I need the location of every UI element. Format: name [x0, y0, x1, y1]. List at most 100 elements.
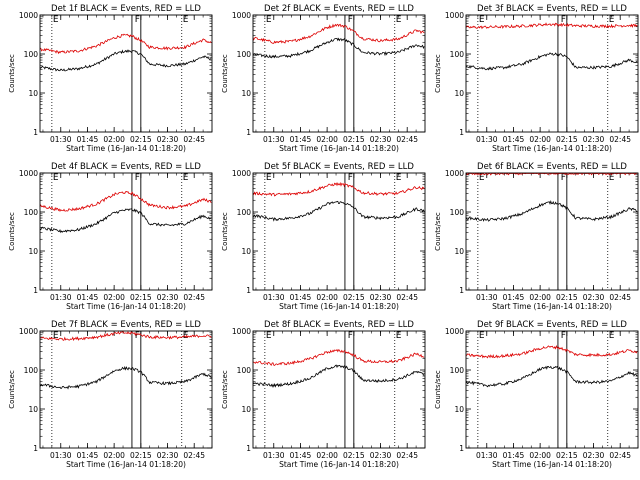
x-tick-label: 02:15 — [556, 135, 578, 144]
x-tick-label: 02:15 — [130, 451, 152, 460]
x-tick-label: 02:30 — [583, 451, 605, 460]
marker-label-F: F — [348, 173, 353, 183]
chart-title: Det 2f BLACK = Events, RED = LLD — [264, 4, 414, 14]
x-tick-label: 02:15 — [130, 135, 152, 144]
x-axis-label: Start Time (16-Jan-14 01:18:20) — [279, 144, 399, 153]
y-tick-label: 1 — [246, 286, 251, 295]
y-tick-label: 1 — [33, 128, 38, 137]
y-tick-label: 100 — [237, 50, 252, 59]
marker-label-E: E — [479, 15, 485, 25]
chart-panel-4: Det 4f BLACK = Events, RED = LLD Counts/s… — [8, 162, 213, 311]
chart-panel-2: Det 2f BLACK = Events, RED = LLD Counts/s… — [221, 4, 426, 153]
x-tick-label: 02:30 — [157, 135, 179, 144]
x-axis-label: Start Time (16-Jan-14 01:18:20) — [66, 144, 186, 153]
x-tick-label: 02:45 — [396, 135, 418, 144]
x-tick-label: 02:30 — [157, 451, 179, 460]
x-tick-label: 01:30 — [476, 293, 498, 302]
x-tick-label: 02:45 — [609, 135, 631, 144]
x-tick-label: 01:30 — [263, 293, 285, 302]
x-tick-label: 01:30 — [50, 135, 72, 144]
x-tick-label: 01:45 — [290, 293, 312, 302]
marker-label-E: E — [183, 15, 189, 25]
marker-label-F: F — [135, 173, 140, 183]
x-tick-label: 02:45 — [609, 293, 631, 302]
marker-label-F: F — [348, 331, 353, 341]
plot-frame — [465, 172, 639, 291]
chart-panel-9: Det 9f BLACK = Events, RED = LLD Counts/s… — [434, 320, 639, 469]
plot-frame — [39, 330, 213, 449]
y-tick-label: 10 — [28, 247, 38, 256]
plot-frame — [252, 14, 426, 133]
chart-title: Det 9f BLACK = Events, RED = LLD — [477, 320, 627, 330]
x-tick-label: 02:45 — [396, 293, 418, 302]
x-tick-label: 02:30 — [370, 293, 392, 302]
y-axis-label: Counts/sec — [434, 212, 442, 251]
x-tick-label: 01:30 — [263, 451, 285, 460]
y-tick-label: 1 — [459, 286, 464, 295]
y-tick-label: 10 — [28, 405, 38, 414]
x-tick-label: 02:00 — [316, 293, 338, 302]
series-line-lld — [252, 23, 425, 44]
marker-label-E: E — [396, 173, 402, 183]
x-axis-label: Start Time (16-Jan-14 01:18:20) — [279, 460, 399, 469]
series-line-lld — [465, 172, 638, 176]
y-tick-label: 100 — [450, 50, 465, 59]
x-tick-label: 01:45 — [503, 293, 525, 302]
plot-frame — [39, 14, 213, 133]
x-tick-label: 01:30 — [476, 451, 498, 460]
x-tick-label: 02:30 — [370, 451, 392, 460]
y-tick-label: 1 — [246, 444, 251, 453]
marker-label-E: E — [266, 331, 272, 341]
chart-title: Det 8f BLACK = Events, RED = LLD — [264, 320, 414, 330]
x-tick-label: 02:00 — [103, 451, 125, 460]
y-tick-label: 100 — [237, 208, 252, 217]
y-tick-label: 1000 — [19, 169, 38, 178]
series-line-lld — [39, 190, 212, 213]
y-axis-label: Counts/sec — [8, 212, 16, 251]
marker-label-E: E — [479, 173, 485, 183]
y-axis-label: Counts/sec — [221, 54, 229, 93]
y-tick-label: 10 — [454, 247, 464, 256]
y-tick-label: 1000 — [445, 169, 464, 178]
series-line-events — [252, 200, 425, 222]
marker-label-E: E — [266, 15, 272, 25]
x-tick-label: 01:45 — [290, 451, 312, 460]
x-tick-label: 02:30 — [583, 293, 605, 302]
y-tick-label: 100 — [450, 208, 465, 217]
marker-label-F: F — [135, 331, 140, 341]
y-tick-label: 1000 — [232, 169, 251, 178]
series-line-lld — [39, 330, 212, 342]
x-tick-label: 02:45 — [183, 293, 205, 302]
x-tick-label: 02:30 — [583, 135, 605, 144]
y-tick-label: 1 — [33, 444, 38, 453]
marker-label-F: F — [135, 15, 140, 25]
marker-label-E: E — [609, 173, 615, 183]
x-tick-label: 02:00 — [529, 293, 551, 302]
y-tick-label: 1 — [246, 128, 251, 137]
x-tick-label: 02:15 — [343, 293, 365, 302]
x-tick-label: 02:00 — [316, 451, 338, 460]
marker-label-F: F — [348, 15, 353, 25]
y-axis-label: Counts/sec — [434, 370, 442, 409]
x-tick-label: 02:30 — [157, 293, 179, 302]
chart-panel-6: Det 6f BLACK = Events, RED = LLD Counts/s… — [434, 162, 639, 311]
plot-frame — [252, 172, 426, 291]
x-tick-label: 02:15 — [556, 451, 578, 460]
x-axis-label: Start Time (16-Jan-14 01:18:20) — [66, 302, 186, 311]
marker-label-E: E — [183, 331, 189, 341]
chart-panel-8: Det 8f BLACK = Events, RED = LLD Counts/s… — [221, 320, 426, 469]
y-tick-label: 10 — [454, 89, 464, 98]
y-tick-label: 1 — [33, 286, 38, 295]
x-tick-label: 02:15 — [343, 451, 365, 460]
x-tick-label: 01:30 — [50, 293, 72, 302]
chart-panel-5: Det 5f BLACK = Events, RED = LLD Counts/s… — [221, 162, 426, 311]
y-axis-label: Counts/sec — [8, 370, 16, 409]
y-axis-label: Counts/sec — [221, 370, 229, 409]
y-tick-label: 1 — [459, 128, 464, 137]
y-tick-label: 1000 — [232, 11, 251, 20]
y-axis-label: Counts/sec — [221, 212, 229, 251]
x-axis-label: Start Time (16-Jan-14 01:18:20) — [492, 460, 612, 469]
x-tick-label: 01:30 — [476, 135, 498, 144]
y-tick-label: 1000 — [232, 327, 251, 336]
y-tick-label: 100 — [24, 208, 39, 217]
